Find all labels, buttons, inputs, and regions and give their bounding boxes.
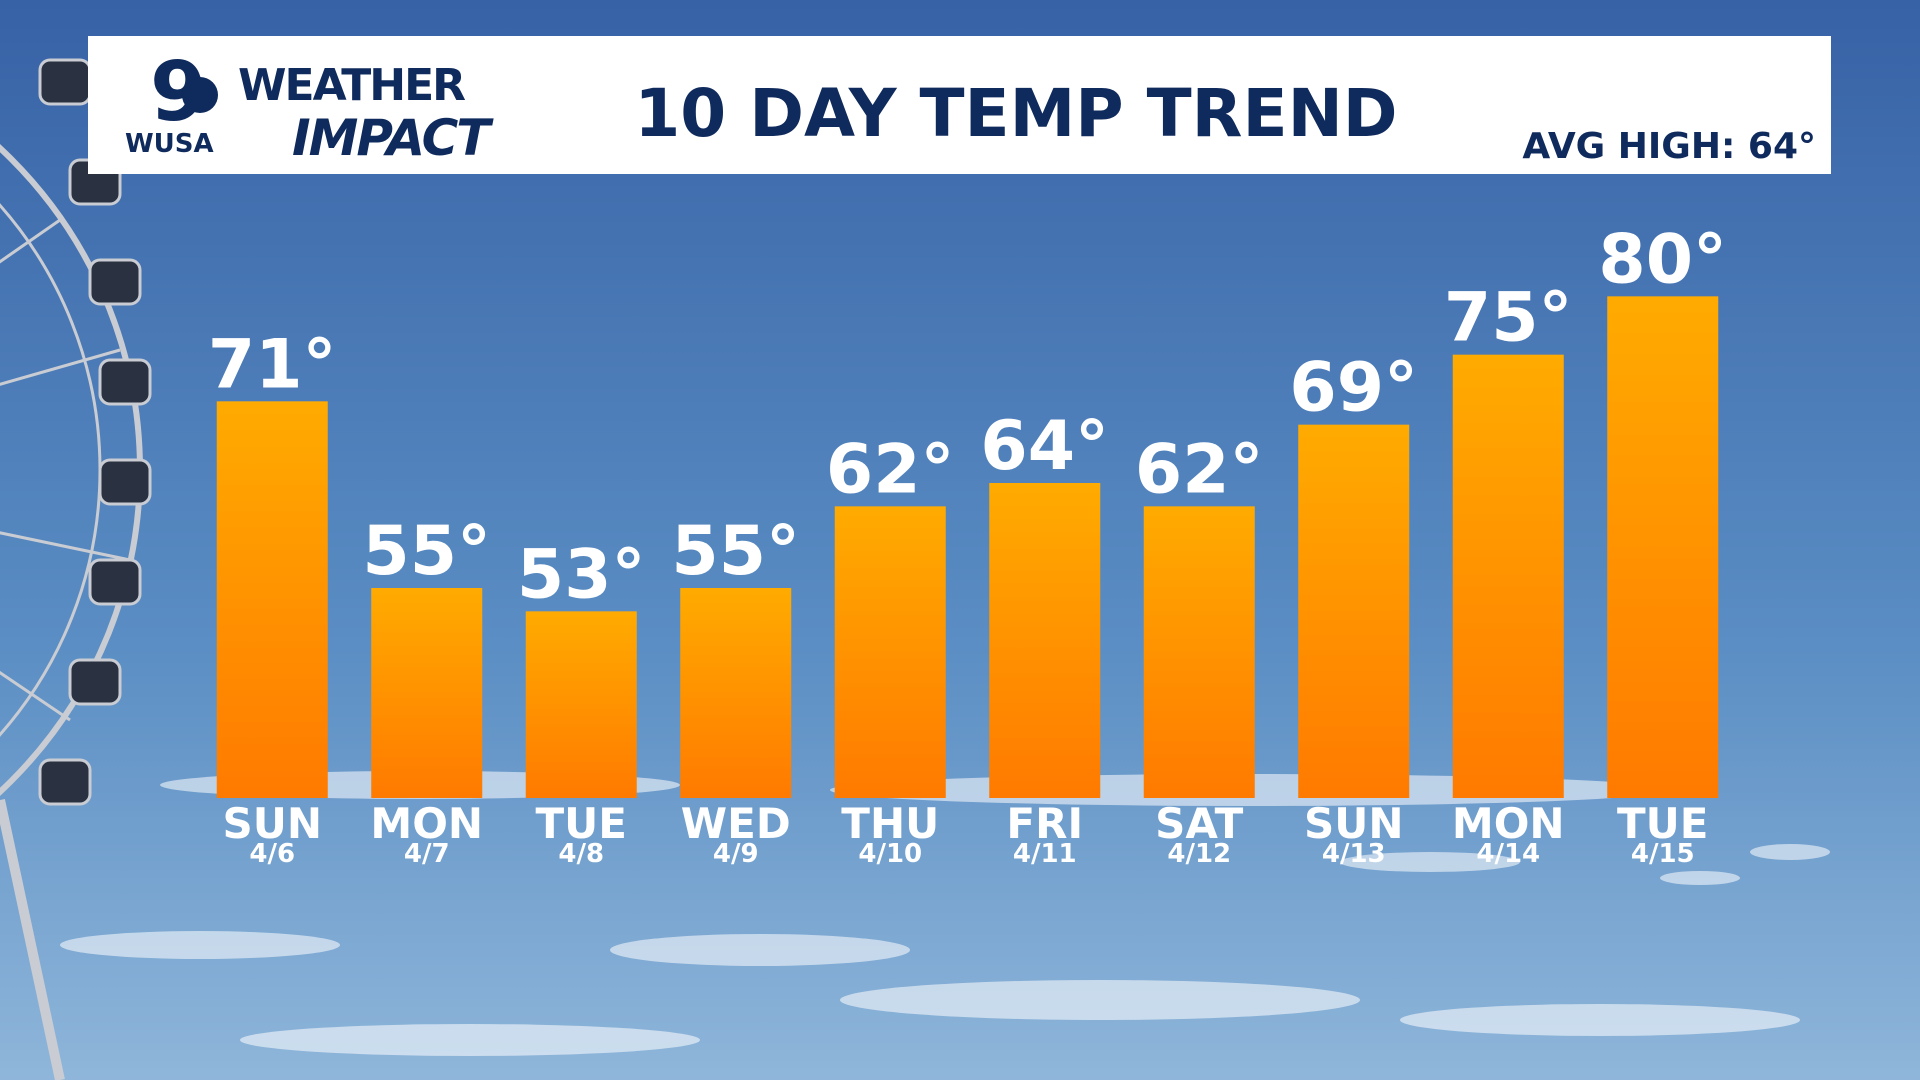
bar <box>834 506 946 798</box>
ferris-wheel <box>0 58 152 1080</box>
date-label: 4/13 <box>1322 839 1386 869</box>
value-label: 80° <box>1598 220 1727 299</box>
date-label: 4/10 <box>858 839 922 869</box>
x-tick-label: MON <box>370 799 483 848</box>
value-label: 55° <box>362 512 491 591</box>
date-label: 4/14 <box>1476 839 1540 869</box>
bar <box>1607 296 1719 798</box>
value-label: 69° <box>1289 349 1418 428</box>
bar <box>1452 354 1564 798</box>
x-tick-label: WED <box>681 799 791 848</box>
bar <box>216 401 328 798</box>
value-label: 71° <box>208 325 337 404</box>
bar <box>1298 424 1410 798</box>
x-tick-label: MON <box>1452 799 1565 848</box>
date-label: 4/11 <box>1013 839 1077 869</box>
bar <box>680 588 792 798</box>
value-label: 62° <box>826 430 955 509</box>
logo-line2: IMPACT <box>292 109 494 167</box>
value-label: 75° <box>1444 279 1573 358</box>
annotation: AVG HIGH: 64° <box>1522 126 1816 167</box>
x-tick-label: TUE <box>536 799 627 848</box>
logo-eye <box>182 77 218 113</box>
x-tick-label: FRI <box>1006 799 1083 848</box>
date-label: 4/9 <box>713 839 759 869</box>
x-tick-label: TUE <box>1617 799 1708 848</box>
date-label: 4/8 <box>558 839 604 869</box>
value-label: 62° <box>1135 430 1264 509</box>
x-tick-label: SUN <box>222 799 322 848</box>
date-label: 4/6 <box>249 839 295 869</box>
x-tick-label: SAT <box>1155 799 1243 848</box>
bar <box>371 588 483 798</box>
date-label: 4/7 <box>404 839 450 869</box>
date-label: 4/15 <box>1631 839 1695 869</box>
value-label: 53° <box>517 535 646 614</box>
bar <box>1143 506 1255 798</box>
date-label: 4/12 <box>1167 839 1231 869</box>
x-tick-label: SUN <box>1304 799 1404 848</box>
bar <box>989 483 1101 798</box>
x-tick-label: THU <box>841 799 939 848</box>
header-box <box>88 36 1831 174</box>
value-label: 64° <box>980 407 1109 486</box>
logo-station: WUSA <box>125 129 214 159</box>
chart-title: 10 DAY TEMP TREND <box>634 75 1397 152</box>
value-label: 55° <box>671 512 800 591</box>
logo: 9 WUSA WEATHER IMPACT <box>125 45 496 167</box>
bar <box>525 611 637 798</box>
logo-line1: WEATHER <box>238 60 465 111</box>
